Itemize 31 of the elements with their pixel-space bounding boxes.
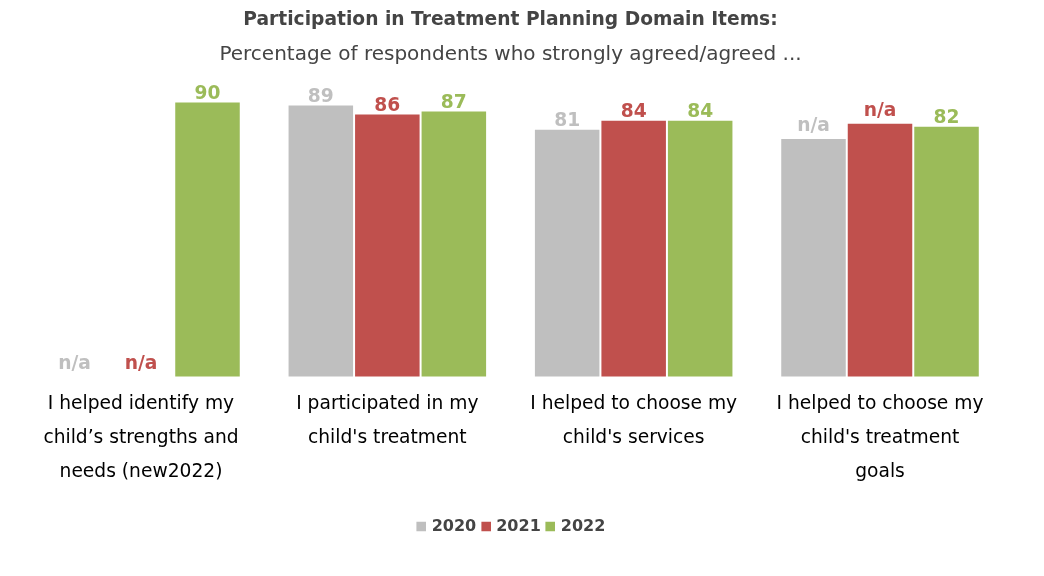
data-label: 84 (687, 100, 714, 121)
data-label: 81 (554, 109, 581, 131)
bar (421, 111, 487, 377)
x-tick-label: I participated in my child's treatment (296, 391, 479, 447)
data-label: 86 (374, 93, 401, 115)
x-tick-label: I helped to choose my child's services (530, 391, 738, 447)
text: n/a (124, 351, 158, 373)
data-label: 84 (620, 100, 647, 121)
chart-title: Participation in Treatment Planning Domain Items: (243, 7, 778, 29)
data-label: n/a (863, 99, 897, 121)
data-label: n/a (797, 114, 830, 136)
text: n/a (58, 351, 91, 373)
bar (601, 120, 666, 377)
bar (288, 105, 354, 377)
bar (355, 114, 420, 377)
legend-label: 2020 (431, 516, 477, 535)
chart-subtitle: Percentage of respondents who strongly agreed/agreed ... (219, 40, 802, 65)
data-label: 82 (933, 106, 960, 128)
bar (175, 102, 240, 377)
data-label: 87 (440, 90, 467, 112)
data-label: 90 (194, 81, 221, 103)
bar (534, 129, 600, 377)
bar (667, 120, 733, 377)
legend-label: 2021 (496, 516, 541, 535)
x-tick-label: I helped to choose my child's treatment goals (776, 391, 984, 481)
data-label: 89 (307, 84, 334, 106)
bar (781, 138, 846, 377)
bar (914, 126, 979, 377)
legend-label: 2022 (560, 516, 606, 535)
x-tick-label: I helped identify my child’s strengths and needs (new2022) (43, 391, 239, 481)
bar (847, 123, 913, 377)
